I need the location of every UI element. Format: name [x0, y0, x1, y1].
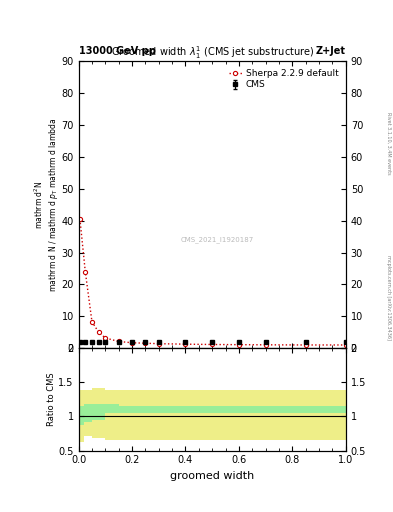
- Sherpa 2.2.9 default: [77, 216, 82, 222]
- Sherpa 2.2.9 default: [90, 318, 94, 325]
- Y-axis label: mathrm d$^2$N
mathrm d N / mathrm d $p_\mathrm{T}$ mathrm d lambda: mathrm d$^2$N mathrm d N / mathrm d $p_\…: [33, 118, 60, 292]
- Text: 13000 GeV pp: 13000 GeV pp: [79, 46, 156, 56]
- Sherpa 2.2.9 default: [343, 342, 348, 348]
- Sherpa 2.2.9 default: [263, 342, 268, 348]
- Text: CMS_2021_I1920187: CMS_2021_I1920187: [181, 236, 254, 243]
- Sherpa 2.2.9 default: [103, 335, 108, 341]
- Text: mcplots.cern.ch [arXiv:1306.3436]: mcplots.cern.ch [arXiv:1306.3436]: [386, 254, 391, 339]
- Sherpa 2.2.9 default: [210, 342, 215, 348]
- Sherpa 2.2.9 default: [156, 340, 161, 347]
- Sherpa 2.2.9 default: [83, 269, 88, 275]
- Sherpa 2.2.9 default: [237, 342, 241, 348]
- Y-axis label: Ratio to CMS: Ratio to CMS: [47, 373, 55, 426]
- Text: Z+Jet: Z+Jet: [316, 46, 346, 56]
- Sherpa 2.2.9 default: [143, 340, 148, 346]
- Sherpa 2.2.9 default: [303, 342, 308, 348]
- Text: Rivet 3.1.10, 3.4M events: Rivet 3.1.10, 3.4M events: [386, 112, 391, 175]
- Sherpa 2.2.9 default: [130, 339, 134, 346]
- Title: Groomed width $\lambda_1^1$ (CMS jet substructure): Groomed width $\lambda_1^1$ (CMS jet sub…: [110, 45, 314, 61]
- Legend: Sherpa 2.2.9 default, CMS: Sherpa 2.2.9 default, CMS: [226, 66, 342, 92]
- Sherpa 2.2.9 default: [183, 341, 188, 347]
- Line: Sherpa 2.2.9 default: Sherpa 2.2.9 default: [78, 217, 348, 347]
- Sherpa 2.2.9 default: [96, 329, 101, 335]
- X-axis label: groomed width: groomed width: [170, 471, 254, 481]
- Sherpa 2.2.9 default: [116, 338, 121, 345]
